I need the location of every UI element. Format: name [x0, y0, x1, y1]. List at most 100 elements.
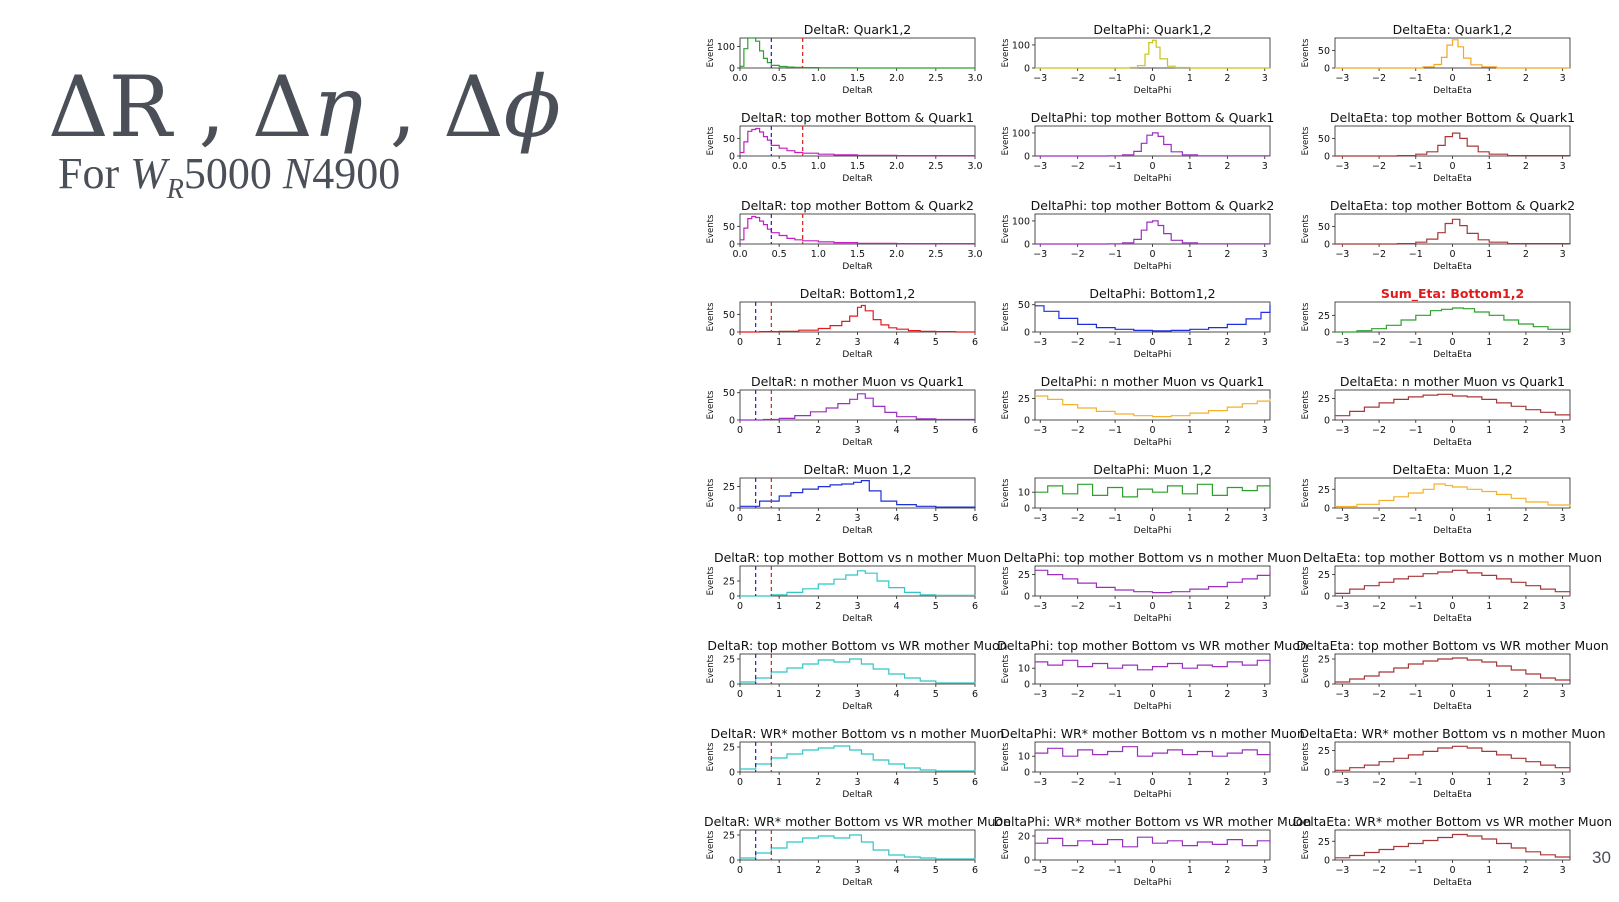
x-tick-label: 5	[933, 425, 939, 436]
panel-title: DeltaR: Bottom1,2	[800, 286, 916, 301]
y-tick-label: 100	[717, 42, 735, 53]
x-tick-label: 1	[1486, 249, 1492, 260]
panel-title: DeltaR: Quark1,2	[804, 22, 912, 37]
y-tick-label: 0	[1024, 504, 1030, 515]
x-tick-label: 3	[1560, 513, 1566, 524]
x-tick-label: 2	[1523, 689, 1529, 700]
x-tick-label: −3	[1335, 777, 1349, 788]
panel-frame	[1034, 213, 1271, 245]
x-tick-label: 5	[933, 601, 939, 612]
x-tick-label: 0	[737, 337, 743, 348]
x-tick-label: −1	[1409, 249, 1423, 260]
x-tick-label: 3	[854, 425, 860, 436]
x-tick-label: 1	[1187, 425, 1193, 436]
x-tick-label: 0	[1149, 601, 1155, 612]
panel-frame	[1034, 477, 1271, 509]
x-tick-label: 2	[815, 601, 821, 612]
y-tick-label: 25	[723, 743, 735, 754]
x-tick-label: 1	[1187, 161, 1193, 172]
x-tick-label: 0	[737, 425, 743, 436]
y-tick-label: 100	[1012, 128, 1030, 139]
y-tick-label: 25	[1318, 311, 1330, 322]
x-axis-label: DeltaEta	[1433, 614, 1472, 624]
y-tick-label: 0	[1324, 64, 1330, 75]
y-axis-label: Events	[1001, 302, 1011, 331]
panel-frame	[739, 125, 976, 157]
histogram-panel: DeltaEta: top mother Bottom & Quark1 −3 −2…	[1301, 110, 1575, 184]
subtitle-subscript: R	[166, 174, 184, 205]
histogram-series	[1335, 393, 1571, 418]
x-axis-label: DeltaEta	[1433, 86, 1472, 96]
x-tick-label: 0	[1149, 161, 1155, 172]
x-tick-label: 1	[1187, 689, 1193, 700]
x-tick-label: −2	[1071, 689, 1085, 700]
y-tick-label: 0	[1324, 328, 1330, 339]
subtitle-part: 4900	[312, 149, 401, 198]
y-axis-label: Events	[706, 830, 716, 859]
x-tick-label: 2	[1523, 601, 1529, 612]
x-tick-label: 0	[1449, 161, 1455, 172]
x-tick-label: −3	[1033, 425, 1047, 436]
histogram-panel: DeltaR: WR* mother Bottom vs n mother Mu…	[706, 726, 1004, 800]
x-tick-label: 1	[776, 777, 782, 788]
x-tick-label: 2	[1523, 249, 1529, 260]
histogram-panel: DeltaR: n mother Muon vs Quark1 0 1 2 3 4 5 6 0 5…	[706, 374, 978, 448]
panel-title: DeltaR: top mother Bottom & Quark1	[741, 110, 974, 125]
x-tick-label: 3	[1262, 513, 1268, 524]
subtitle-part: W	[130, 149, 167, 198]
histogram-series	[740, 393, 976, 421]
panel-title: DeltaR: top mother Bottom vs WR mother M…	[707, 638, 1007, 653]
x-tick-label: 2	[1523, 513, 1529, 524]
x-tick-label: 0	[1449, 513, 1455, 524]
histogram-series	[1335, 483, 1571, 508]
x-tick-label: 0	[1449, 249, 1455, 260]
x-tick-label: 3	[1560, 425, 1566, 436]
title-part: ΔR	[48, 58, 172, 156]
panel-title: DeltaEta: n mother Muon vs Quark1	[1340, 374, 1565, 389]
histogram-panel: DeltaPhi: top mother Bottom & Quark2 −3 −2…	[1001, 198, 1274, 272]
x-tick-label: 1	[1486, 73, 1492, 84]
histogram-panel: DeltaEta: top mother Bottom vs n mother …	[1301, 550, 1602, 624]
x-tick-label: 1	[776, 689, 782, 700]
histogram-panel: DeltaPhi: n mother Muon vs Quark1 −3 −2 −1 0…	[1001, 374, 1271, 448]
subtitle-part: 5000	[183, 149, 283, 198]
x-axis-label: DeltaPhi	[1134, 702, 1172, 712]
x-tick-label: 1	[776, 601, 782, 612]
x-axis-label: DeltaR	[842, 702, 872, 712]
x-axis-label: DeltaR	[842, 86, 872, 96]
x-tick-label: 2	[815, 777, 821, 788]
x-tick-label: 2	[1224, 161, 1230, 172]
y-tick-label: 0	[1324, 592, 1330, 603]
x-tick-label: 2.5	[928, 73, 943, 84]
histogram-series	[740, 570, 976, 597]
x-tick-label: 0	[1149, 337, 1155, 348]
y-tick-label: 0	[1024, 328, 1030, 339]
y-tick-label: 0	[729, 504, 735, 515]
histogram-series	[740, 658, 976, 684]
x-tick-label: 3	[854, 513, 860, 524]
panel-title: DeltaPhi: top mother Bottom & Quark1	[1031, 110, 1275, 125]
y-axis-label: Events	[1001, 478, 1011, 507]
histogram-panel: DeltaPhi: Quark1,2 −3 −2 −1 0 1 2 3 0 100 DeltaPhi…	[1001, 22, 1271, 96]
x-tick-label: −3	[1033, 73, 1047, 84]
x-tick-label: −2	[1372, 777, 1386, 788]
x-tick-label: −3	[1033, 161, 1047, 172]
y-axis-label: Events	[1301, 38, 1311, 67]
x-tick-label: 3	[1560, 689, 1566, 700]
panel-title: DeltaEta: top mother Bottom & Quark2	[1330, 198, 1575, 213]
x-tick-label: 2	[1523, 337, 1529, 348]
x-tick-label: −1	[1108, 425, 1122, 436]
histogram-panel: DeltaPhi: Bottom1,2 −3 −2 −1 0 1 2 3 0 50 DeltaPhi…	[1001, 286, 1271, 360]
histogram-panel: DeltaPhi: Muon 1,2 −3 −2 −1 0 1 2 3 0 10 DeltaPhi E…	[1001, 462, 1271, 536]
x-tick-label: 1.0	[811, 161, 826, 172]
y-axis-label: Events	[706, 126, 716, 155]
x-tick-label: −2	[1372, 601, 1386, 612]
histogram-series	[1035, 395, 1271, 418]
y-tick-label: 25	[723, 577, 735, 588]
x-tick-label: 2	[1224, 601, 1230, 612]
x-axis-label: DeltaR	[842, 350, 872, 360]
y-tick-label: 50	[1318, 222, 1330, 233]
x-tick-label: −1	[1108, 73, 1122, 84]
x-tick-label: −2	[1372, 425, 1386, 436]
